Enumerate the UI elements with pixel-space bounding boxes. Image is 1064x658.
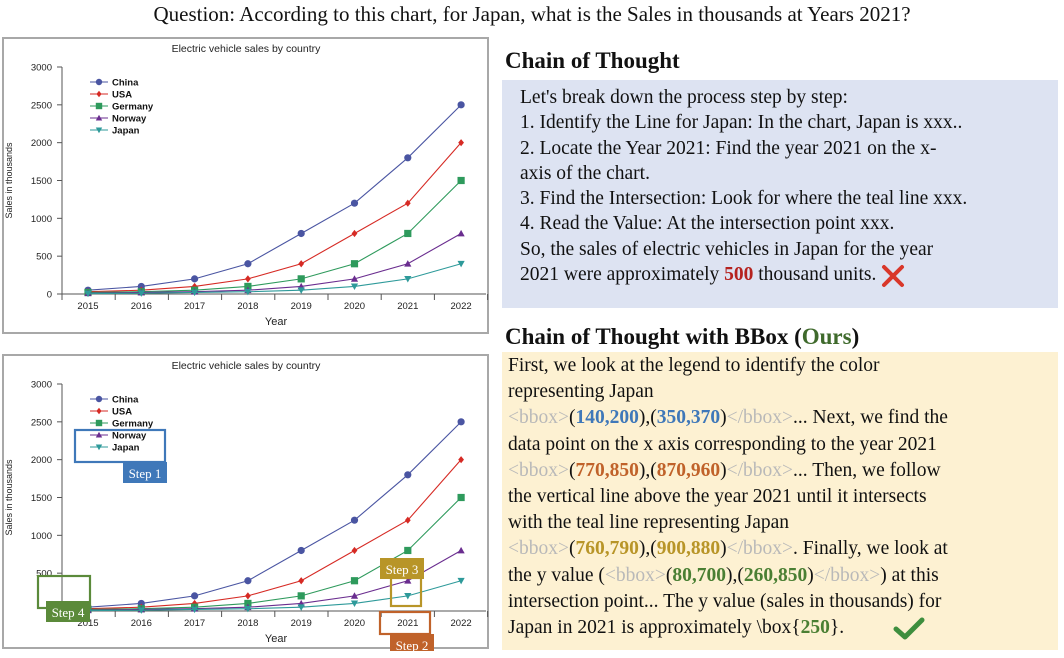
bbox-step1-a: 140,200 <box>575 407 639 429</box>
cot-answer: 500 <box>724 264 754 286</box>
svg-text:China: China <box>112 395 139 406</box>
svg-text:Year: Year <box>265 316 288 328</box>
svg-text:2020: 2020 <box>344 301 365 312</box>
bbox-step1-b: 350,370 <box>656 407 721 429</box>
svg-text:2017: 2017 <box>184 618 205 629</box>
cot-line: 3. Find the Intersection: Look for where… <box>520 188 968 210</box>
line-chart-with-steps: Electric vehicle sales by country0500100… <box>4 360 489 651</box>
svg-text:Step 1: Step 1 <box>129 466 162 481</box>
svg-text:3000: 3000 <box>31 63 52 74</box>
bbox-cot-line: <bbox>(760,790),(900,880)</bbox>. Finall… <box>508 538 948 560</box>
svg-text:Sales in thousands: Sales in thousands <box>4 142 14 219</box>
svg-text:Japan: Japan <box>112 443 140 454</box>
bbox-step4-a: 80,700 <box>672 564 727 586</box>
svg-text:Norway: Norway <box>112 431 147 442</box>
svg-text:2022: 2022 <box>451 618 472 629</box>
svg-text:Electric vehicle sales by coun: Electric vehicle sales by country <box>172 43 322 55</box>
cot-line: axis of the chart. <box>520 162 650 184</box>
bbox-step3-b: 900,880 <box>656 538 721 560</box>
svg-text:Electric vehicle sales by coun: Electric vehicle sales by country <box>172 360 322 372</box>
svg-text:500: 500 <box>36 252 52 263</box>
step1-label: Step 1 <box>123 462 167 483</box>
svg-text:2016: 2016 <box>131 301 152 312</box>
wrong-cross-icon <box>882 264 905 287</box>
svg-text:2018: 2018 <box>237 301 258 312</box>
bbox-cot-line: intersection point... The y value (sales… <box>508 590 942 612</box>
svg-text:1500: 1500 <box>31 493 52 504</box>
svg-text:0: 0 <box>47 290 52 301</box>
cot-line: So, the sales of electric vehicles in Ja… <box>520 238 934 260</box>
svg-text:2021: 2021 <box>397 301 418 312</box>
svg-text:USA: USA <box>112 407 132 418</box>
bbox-cot-line: data point on the x axis corresponding t… <box>508 433 937 455</box>
svg-text:Japan: Japan <box>112 126 140 137</box>
svg-text:2015: 2015 <box>77 301 98 312</box>
svg-text:1000: 1000 <box>31 214 52 225</box>
svg-text:2020: 2020 <box>344 618 365 629</box>
chart-baseline: Electric vehicle sales by country 0 500 100… <box>2 37 489 334</box>
svg-text:2017: 2017 <box>184 301 205 312</box>
question-text: Question: According to this chart, for J… <box>153 2 911 26</box>
cot-line: 1. Identify the Line for Japan: In the c… <box>520 112 963 134</box>
svg-text:2016: 2016 <box>131 618 152 629</box>
cot-title: Chain of Thought <box>505 48 680 73</box>
svg-text:2019: 2019 <box>291 618 312 629</box>
cot-line: 2021 were approximately 500 thousand uni… <box>520 262 1058 288</box>
step3-label: Step 3 <box>380 558 424 579</box>
check-mark-icon <box>893 617 925 640</box>
cot-line: 2. Locate the Year 2021: Find the year 2… <box>520 137 937 159</box>
step2-label: Step 2 <box>390 634 434 651</box>
line-chart: Electric vehicle sales by country 0 500 100… <box>4 43 489 328</box>
svg-text:1500: 1500 <box>31 176 52 187</box>
svg-text:2018: 2018 <box>237 618 258 629</box>
svg-text:2019: 2019 <box>291 301 312 312</box>
bbox-cot-line: representing Japan <box>508 381 654 403</box>
svg-text:USA: USA <box>112 90 132 101</box>
svg-text:2500: 2500 <box>31 100 52 111</box>
bbox-cot-title: Chain of Thought with BBox (Ours) <box>505 324 860 349</box>
ours-label: Ours <box>801 324 852 349</box>
bbox-answer: 250 <box>800 617 830 639</box>
svg-text:Germany: Germany <box>112 419 154 430</box>
chart-annotated: Electric vehicle sales by country0500100… <box>2 354 489 651</box>
step4-label: Step 4 <box>46 601 90 622</box>
svg-text:2015: 2015 <box>77 618 98 629</box>
svg-text:3000: 3000 <box>31 380 52 391</box>
svg-text:2500: 2500 <box>31 417 52 428</box>
svg-text:2000: 2000 <box>31 455 52 466</box>
svg-text:Norway: Norway <box>112 114 147 125</box>
cot-line: Let's break down the process step by ste… <box>520 87 848 108</box>
svg-text:2000: 2000 <box>31 138 52 149</box>
svg-text:2021: 2021 <box>397 618 418 629</box>
cot-line: 4. Read the Value: At the intersection p… <box>520 213 895 235</box>
bbox-cot-panel: First, we look at the legend to identify… <box>502 352 1058 650</box>
svg-text:Step 4: Step 4 <box>52 605 85 620</box>
svg-text:Step 2: Step 2 <box>396 638 429 651</box>
svg-text:Step 3: Step 3 <box>386 562 419 577</box>
bbox-step3-a: 760,790 <box>575 538 639 560</box>
svg-text:500: 500 <box>36 569 52 580</box>
svg-text:China: China <box>112 78 139 89</box>
bbox-cot-line: with the teal line representing Japan <box>508 512 790 534</box>
bbox-step2-a: 770,850 <box>575 459 639 481</box>
svg-text:1000: 1000 <box>31 531 52 542</box>
bbox-step4-b: 260,850 <box>743 564 808 586</box>
svg-text:Germany: Germany <box>112 102 154 113</box>
svg-text:2022: 2022 <box>451 301 472 312</box>
cot-panel: Let's break down the process step by ste… <box>502 80 1058 308</box>
bbox-cot-line: the y value (<bbox>(80,700),(260,850)</b… <box>508 564 939 586</box>
bbox-cot-line: Japan in 2021 is approximately \box{250}… <box>508 615 1058 641</box>
bbox-step2-b: 870,960 <box>656 459 721 481</box>
svg-text:Sales in thousands: Sales in thousands <box>4 459 14 536</box>
bbox-cot-line: First, we look at the legend to identify… <box>508 355 880 376</box>
bbox-cot-line: the vertical line above the year 2021 un… <box>508 486 927 508</box>
bbox-cot-line: <bbox>(140,200),(350,370)</bbox>... Next… <box>508 407 948 429</box>
bbox-cot-line: <bbox>(770,850),(870,960)</bbox>... Then… <box>508 459 941 481</box>
svg-text:Year: Year <box>265 633 288 645</box>
